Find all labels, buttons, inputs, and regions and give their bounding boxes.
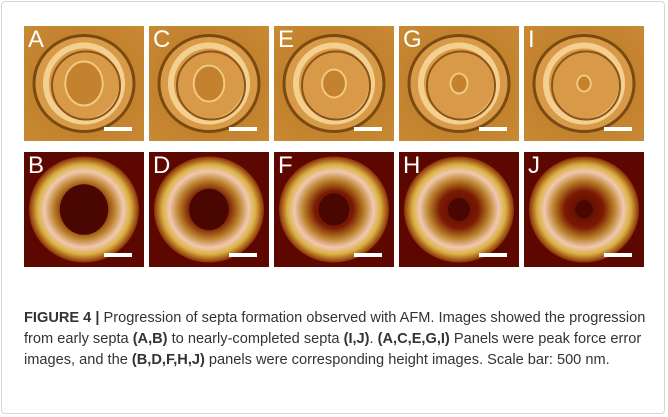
septum-hole	[319, 193, 350, 225]
caption-text: panels were corresponding height images.…	[205, 352, 610, 368]
septum-hole	[65, 62, 102, 106]
caption-text: .	[370, 331, 378, 347]
panel-label: E	[278, 26, 294, 53]
septum-hole	[451, 74, 468, 94]
panel-label: B	[28, 152, 44, 179]
caption-text: to nearly-completed septa	[168, 331, 344, 347]
figure-caption: FIGURE 4 | Progression of septa formatio…	[24, 308, 654, 371]
panel-label: I	[528, 26, 535, 53]
panel-label: J	[528, 152, 540, 179]
caption-label: FIGURE 4 |	[24, 310, 99, 326]
figure-panels: A C E G I B D F H J	[24, 26, 646, 274]
panel-label: F	[278, 152, 293, 179]
septum-hole	[194, 66, 225, 102]
septum-hole	[189, 189, 229, 230]
caption-ref: (B,D,F,H,J)	[132, 352, 205, 368]
panel-label: H	[403, 152, 420, 179]
caption-ref: (A,B)	[133, 331, 168, 347]
caption-ref: (I,J)	[344, 331, 370, 347]
septum-hole	[322, 70, 346, 98]
septum-hole	[575, 200, 593, 218]
septum-hole	[577, 76, 591, 92]
panel-label: C	[153, 26, 170, 53]
caption-ref: (A,C,E,G,I)	[378, 331, 450, 347]
panel-label: A	[28, 26, 44, 53]
page: {"figure": {"panels": {"top": ["A", "C",…	[0, 0, 668, 417]
panel-label: G	[403, 26, 422, 53]
septum-hole	[60, 184, 108, 235]
septum-hole	[448, 198, 470, 221]
panel-label: D	[153, 152, 170, 179]
